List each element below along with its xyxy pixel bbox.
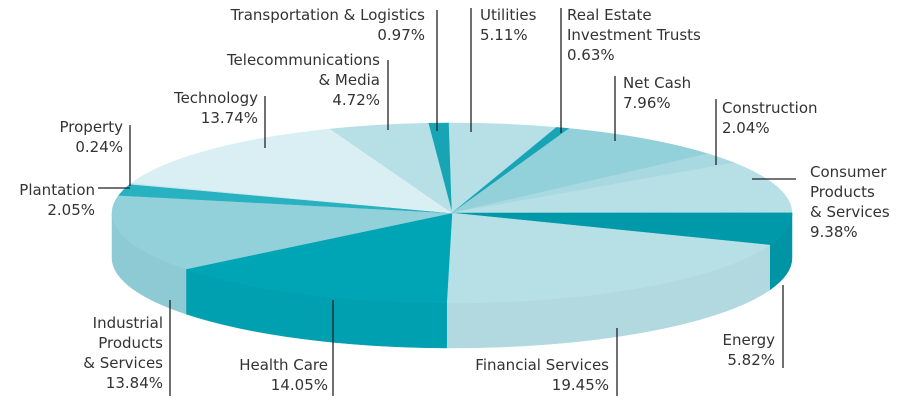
slice-top [329,122,453,214]
slice-label: Financial Services 19.45% [475,355,609,395]
category-name: Health Care [239,356,328,374]
pie-slice [451,128,709,214]
slice-label: Real Estate Investment Trusts 0.63% [567,5,701,65]
slice-top [185,212,453,304]
value-label: 13.84% [105,374,163,392]
value-label: 14.05% [270,376,328,394]
pie-slice [451,162,793,214]
category-name: Real Estate Investment Trusts [567,6,701,44]
category-name: Financial Services [475,356,609,374]
slice-label: Utilities 5.11% [480,5,536,45]
category-name: Property [59,118,123,136]
value-label: 2.04% [722,119,770,137]
pie-slice [451,212,793,291]
pie-slice [329,122,453,214]
pie-slice [185,212,453,349]
value-label: 2.05% [47,201,95,219]
slice-top [451,162,793,214]
slice-label: Health Care 14.05% [239,355,328,395]
slice-label: Telecommunications & Media 4.72% [227,50,380,110]
value-label: 4.72% [332,91,380,109]
slice-label: Property 0.24% [60,117,123,157]
category-name: Telecommunications & Media [226,51,380,89]
slice-label: Construction 2.04% [722,98,818,138]
slice-top [451,212,793,246]
category-name: Consumer Products & Services [810,163,890,221]
category-name: Construction [722,99,818,117]
value-label: 19.45% [551,376,609,394]
value-label: 9.38% [810,223,858,241]
value-label: 13.74% [200,109,258,127]
slice-label: Plantation 2.05% [19,180,95,220]
slice-top [451,128,709,214]
category-name: Utilities [480,6,537,24]
category-name: Transportation & Logistics [230,6,425,24]
slice-label: Industrial Products & Services 13.84% [83,313,163,393]
category-name: Net Cash [623,74,692,92]
slice-label: Net Cash 7.96% [623,73,691,113]
category-name: Plantation [19,181,95,199]
slice-top [111,195,453,270]
pie-slice [446,212,771,349]
value-label: 0.24% [75,138,123,156]
value-label: 0.97% [377,26,425,44]
slice-top [130,128,453,214]
category-name: Energy [722,331,775,349]
slice-label: Transportation & Logistics 0.97% [231,5,425,45]
value-label: 7.96% [623,94,671,112]
value-label: 5.11% [480,26,528,44]
slice-label: Consumer Products & Services 9.38% [810,162,890,242]
slice-top [446,212,771,304]
slice-label: Energy 5.82% [722,330,775,370]
category-name: Industrial Products & Services [83,314,163,372]
value-label: 5.82% [727,351,775,369]
pie-slice [111,195,453,315]
slice-label: Technology 13.74% [174,88,258,128]
category-name: Technology [173,89,258,107]
value-label: 0.63% [567,46,615,64]
pie-slice [130,128,453,214]
